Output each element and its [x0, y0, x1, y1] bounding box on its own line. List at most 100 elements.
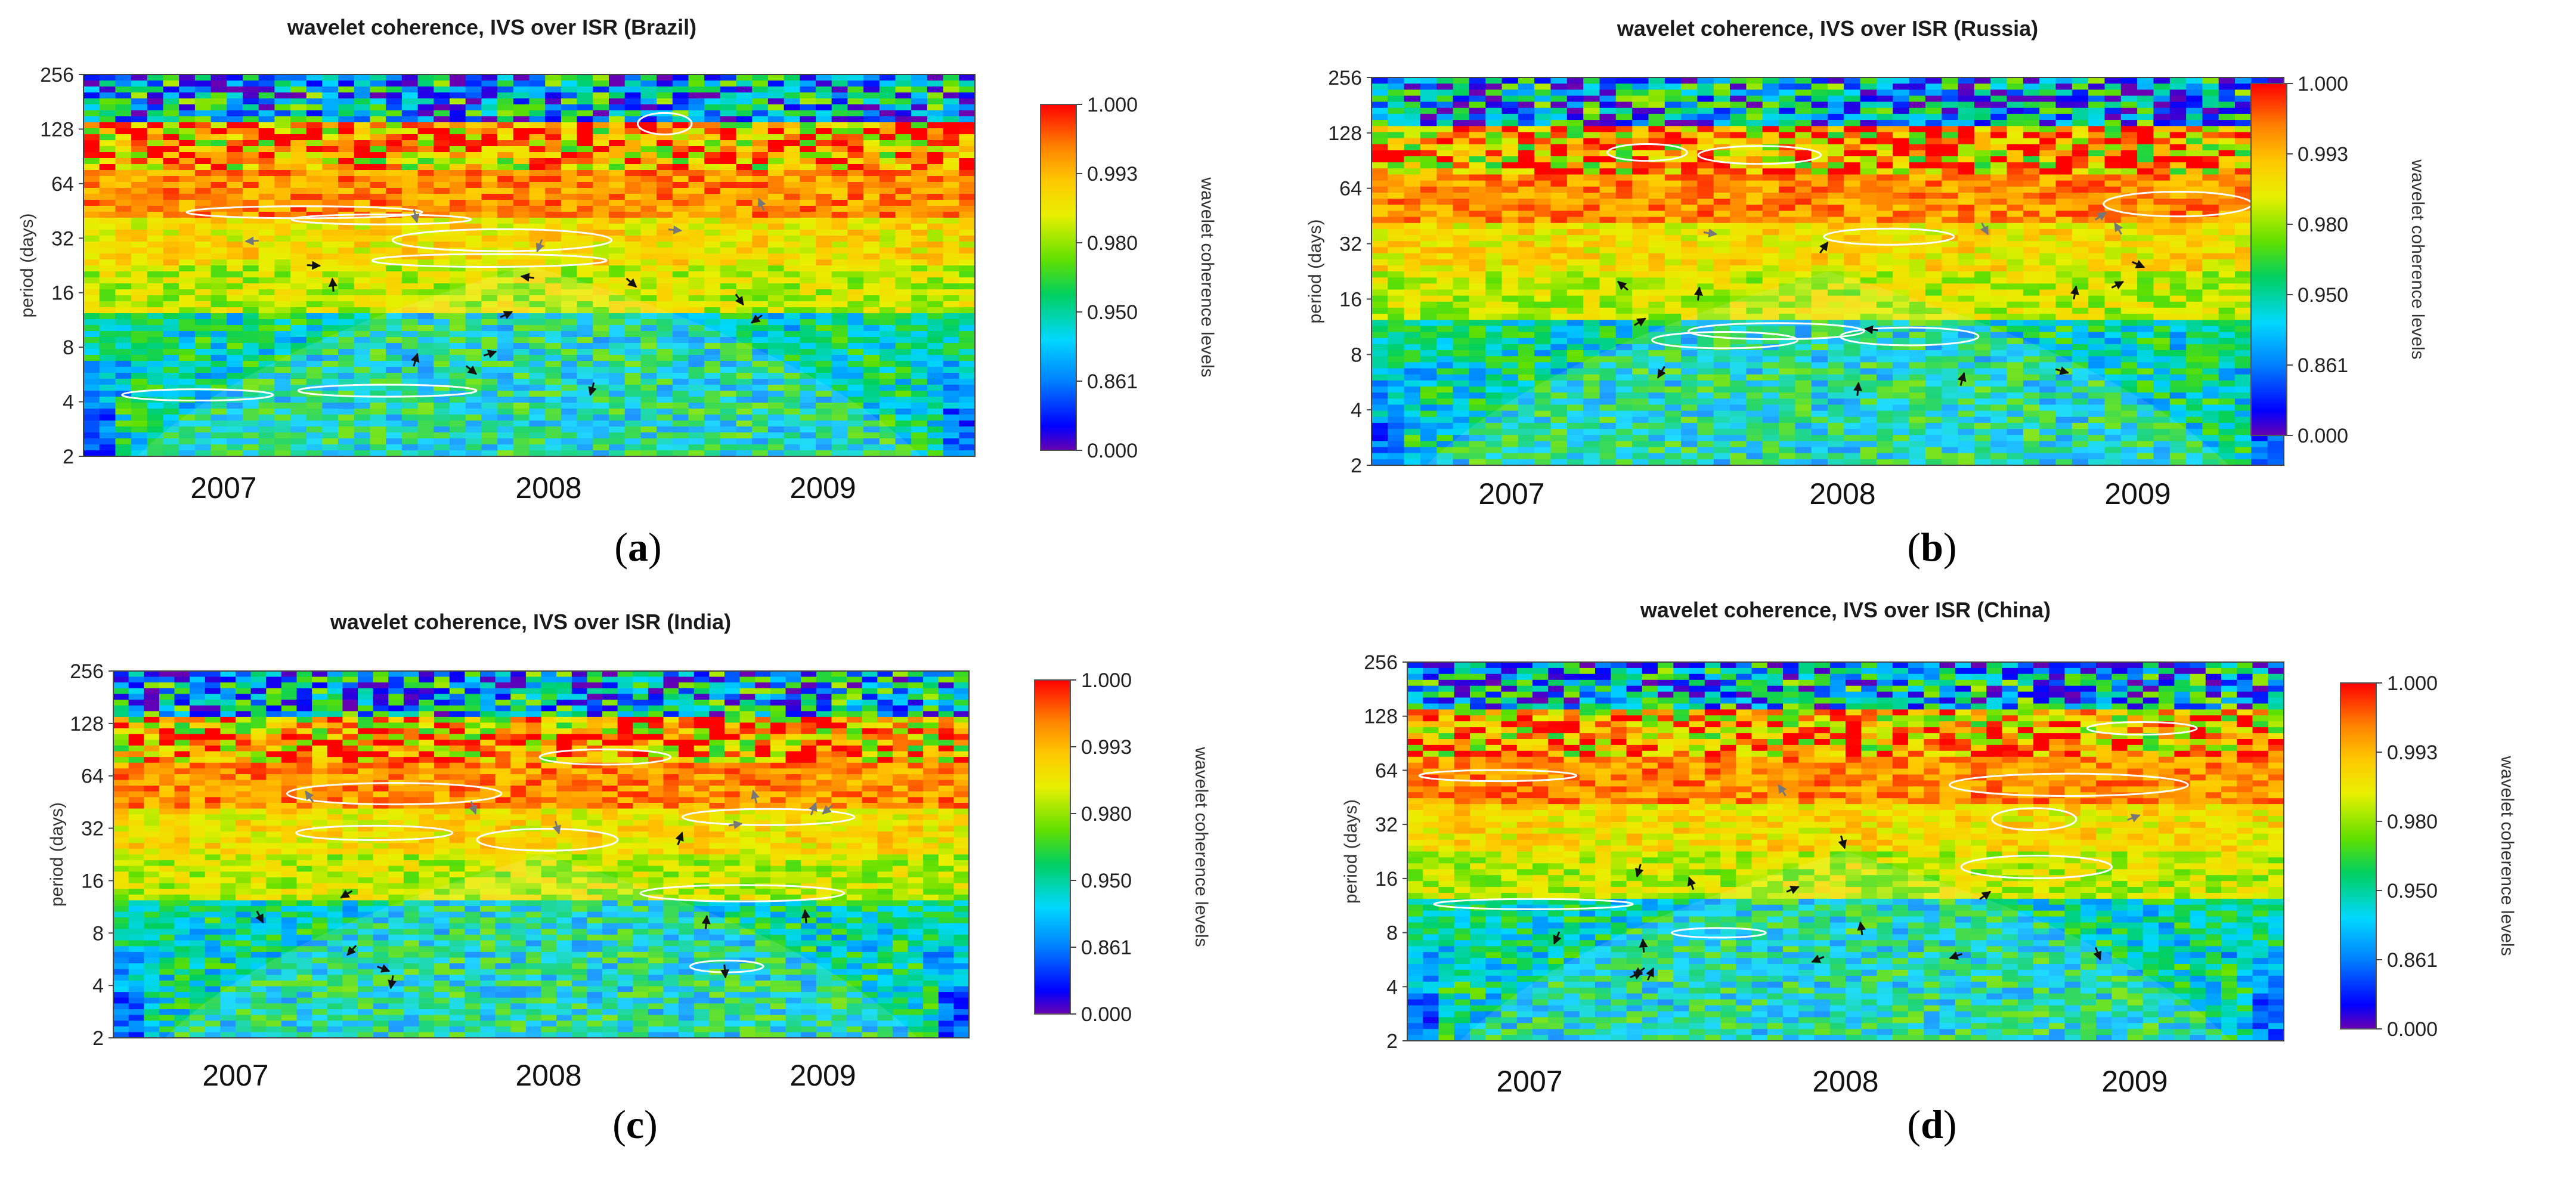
heatmap-cell: [640, 140, 657, 147]
heatmap-cell: [99, 152, 116, 159]
heatmap-cell: [943, 176, 959, 183]
heatmap-cell: [258, 307, 275, 314]
heatmap-cell: [258, 283, 275, 290]
heatmap-cell: [752, 140, 769, 147]
heatmap-cell: [115, 218, 132, 224]
heatmap-cell: [434, 146, 450, 153]
heatmap-cell: [2186, 95, 2203, 103]
heatmap-cell: [99, 104, 116, 111]
heatmap-cell: [767, 164, 785, 171]
heatmap-cell: [227, 426, 243, 433]
heatmap-cell: [752, 206, 769, 212]
heatmap-cell: [179, 337, 196, 344]
heatmap-cell: [370, 140, 386, 147]
phase-arrow: [535, 239, 544, 253]
heatmap-cell: [1404, 193, 1421, 199]
heatmap-cell: [657, 170, 673, 177]
heatmap-cell: [401, 128, 419, 135]
heatmap-cell: [688, 176, 705, 183]
heatmap-cell: [306, 426, 323, 433]
heatmap-cell: [863, 164, 880, 171]
heatmap-cell: [752, 134, 769, 141]
heatmap-cell: [115, 98, 132, 105]
heatmap-cell: [784, 421, 800, 427]
heatmap-cell: [258, 325, 275, 332]
heatmap-cell: [274, 75, 291, 81]
heatmap-cell: [1713, 113, 1730, 120]
heatmap-cell: [895, 164, 912, 171]
heatmap-cell: [1534, 205, 1552, 212]
heatmap-cell: [417, 325, 434, 332]
heatmap-cell: [720, 134, 737, 141]
heatmap-cell: [83, 265, 100, 272]
heatmap-cell: [879, 295, 896, 302]
heatmap-cell: [1828, 168, 1844, 175]
heatmap-cell: [147, 236, 164, 242]
heatmap-cell: [529, 355, 546, 361]
heatmap-cell: [545, 182, 562, 188]
heatmap-cell: [640, 450, 657, 457]
heatmap-cell: [927, 104, 944, 111]
heatmap-cell: [736, 444, 753, 451]
heatmap-cell: [1811, 199, 1828, 205]
heatmap-cell: [816, 128, 832, 135]
heatmap-cell: [863, 98, 880, 105]
heatmap-cell: [2055, 186, 2073, 193]
heatmap-cell: [800, 426, 816, 433]
heatmap-cell: [831, 283, 848, 290]
heatmap-cell: [831, 116, 848, 123]
heatmap-cell: [879, 331, 896, 338]
heatmap-cell: [911, 325, 928, 332]
heatmap-cell: [624, 301, 641, 308]
heatmap-cell: [529, 98, 546, 105]
heatmap-cell: [465, 265, 482, 272]
heatmap-cell: [1420, 211, 1437, 218]
heatmap-cell: [258, 140, 275, 147]
heatmap-cell: [354, 86, 371, 93]
heatmap-cell: [1550, 174, 1568, 181]
heatmap-cell: [131, 206, 148, 212]
heatmap-cell: [290, 170, 307, 177]
colorbar-label: wavelet coherence levels: [1197, 177, 1217, 377]
heatmap-cell: [450, 444, 466, 451]
heatmap-cell: [306, 92, 323, 99]
heatmap-cell: [640, 373, 657, 379]
heatmap-cell: [847, 421, 864, 427]
heatmap-cell: [497, 218, 514, 224]
heatmap-cell: [2072, 199, 2089, 205]
heatmap-cell: [147, 218, 164, 224]
heatmap-cell: [1371, 150, 1388, 157]
heatmap-cell: [2202, 113, 2219, 120]
heatmap-cell: [1388, 84, 1405, 90]
heatmap-cell: [163, 271, 179, 278]
heatmap-cell: [1583, 89, 1600, 97]
heatmap-cell: [115, 122, 132, 129]
heatmap-cell: [163, 319, 179, 326]
heatmap-cell: [1518, 132, 1535, 139]
heatmap-cell: [895, 224, 912, 230]
heatmap-cell: [593, 206, 609, 212]
heatmap-cell: [1615, 174, 1633, 181]
heatmap-cell: [243, 367, 259, 373]
heatmap-cell: [147, 230, 164, 236]
heatmap-cell: [450, 236, 466, 242]
heatmap-cell: [227, 116, 243, 123]
heatmap-cell: [672, 337, 689, 344]
heatmap-cell: [800, 307, 816, 314]
heatmap-cell: [863, 444, 880, 451]
heatmap-cell: [561, 134, 578, 141]
heatmap-cell: [863, 110, 880, 117]
heatmap-cell: [640, 81, 657, 87]
heatmap-cell: [481, 110, 498, 117]
heatmap-cell: [227, 104, 243, 111]
heatmap-cell: [1779, 186, 1795, 193]
heatmap-cell: [879, 188, 896, 194]
heatmap-cell: [1371, 156, 1388, 163]
heatmap-cell: [800, 403, 816, 409]
heatmap-cell: [1534, 78, 1552, 84]
heatmap-cell: [2072, 211, 2089, 218]
heatmap-cell: [243, 421, 259, 427]
heatmap-cell: [306, 200, 323, 206]
heatmap-cell: [609, 224, 626, 230]
heatmap-cell: [401, 194, 419, 200]
